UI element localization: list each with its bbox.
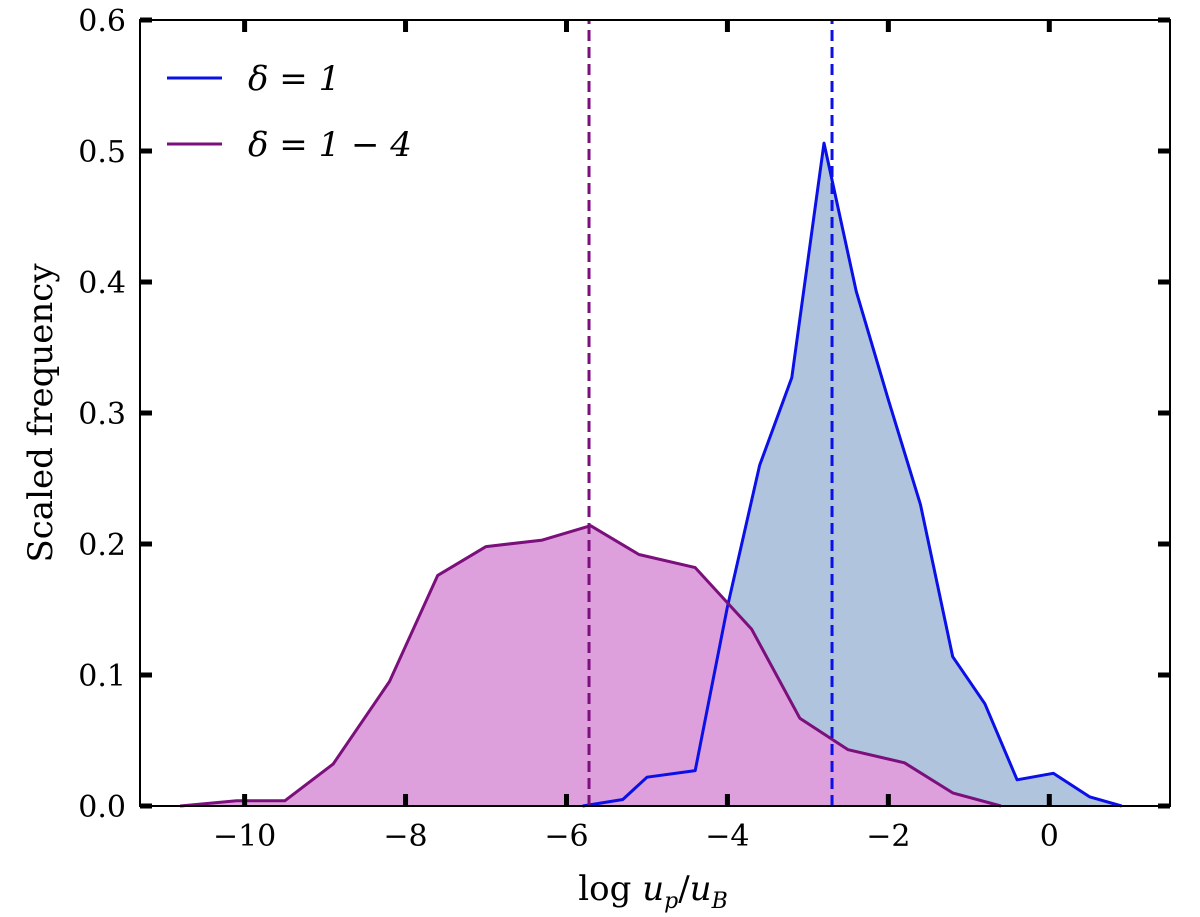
legend: δ = 1 δ = 1 − 4 — [167, 59, 412, 165]
series-fills — [180, 143, 1122, 807]
x-tick-label: −8 — [383, 819, 427, 854]
axis-ticks — [140, 17, 1170, 809]
legend-label-0: δ = 1 — [248, 59, 340, 99]
x-tick-label: −10 — [213, 819, 276, 854]
x-tick-label: 0 — [1040, 819, 1059, 854]
y-axis-label: Scaled frequency — [21, 263, 61, 563]
series-fill-1 — [180, 525, 1001, 806]
y-tick-label: 0.0 — [78, 790, 126, 825]
y-tick-label: 0.5 — [78, 135, 126, 170]
x-tick-label: −2 — [866, 819, 910, 854]
y-tick-label: 0.1 — [78, 659, 126, 694]
series-line-0 — [582, 141, 1123, 808]
x-tick-label: −6 — [544, 819, 588, 854]
y-tick-label: 0.2 — [78, 528, 126, 563]
y-tick-label: 0.6 — [78, 4, 126, 39]
x-axis-label: log up/uB — [578, 869, 727, 914]
series-fill-0 — [582, 143, 1122, 807]
median-lines — [587, 20, 834, 806]
x-tick-label: −4 — [705, 819, 749, 854]
series-lines — [180, 141, 1123, 808]
y-tick-label: 0.3 — [78, 397, 126, 432]
y-tick-label: 0.4 — [78, 266, 126, 301]
legend-label-1: δ = 1 − 4 — [248, 125, 412, 165]
tick-labels: −10 −8 −6 −4 −2 0 0.0 0.1 0.2 0.3 0.4 0.5 0.6 — [78, 4, 1059, 854]
series-line-1 — [180, 524, 1002, 808]
